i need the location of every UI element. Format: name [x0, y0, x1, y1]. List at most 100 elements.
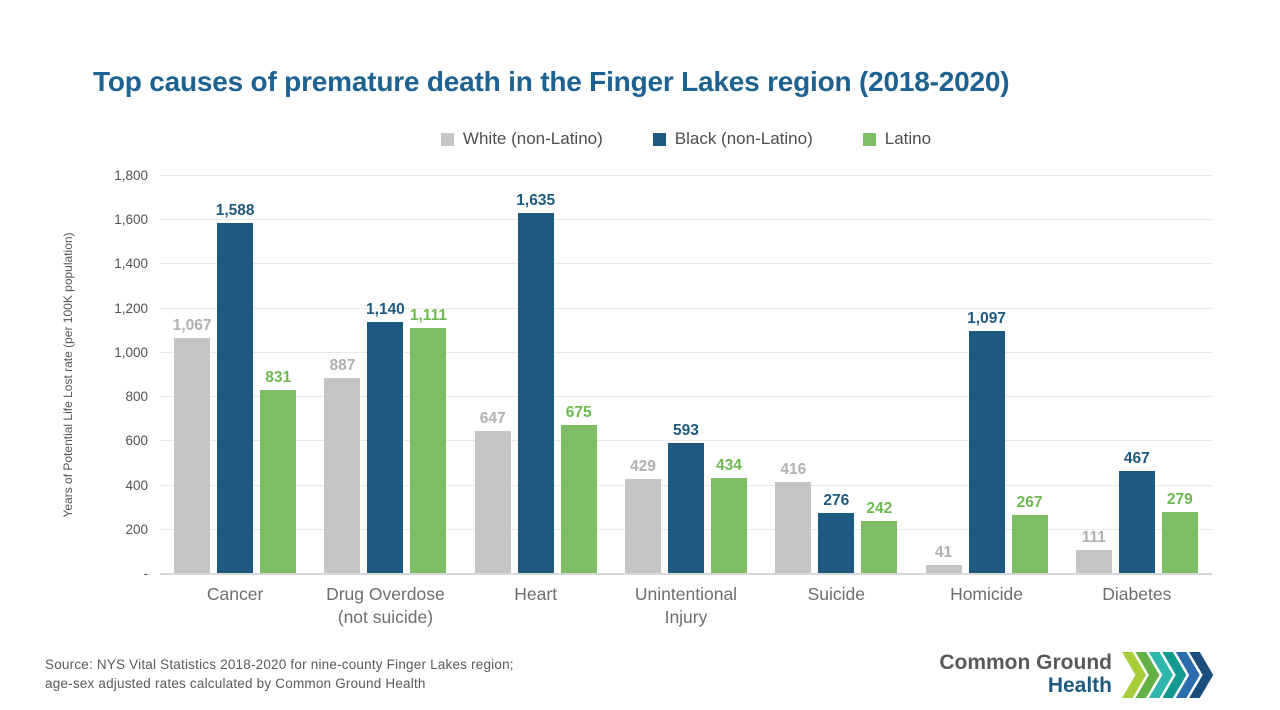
legend-item: Latino	[862, 129, 932, 149]
gridline	[160, 263, 1212, 265]
chart-title: Top causes of premature death in the Fin…	[93, 66, 1010, 97]
y-tick-label: 400	[125, 477, 148, 493]
bar: 1,588	[216, 202, 255, 574]
bar-value-label: 887	[329, 356, 356, 374]
bar-group: 647 1,635 675 Heart	[461, 176, 611, 604]
bar: 647	[474, 410, 511, 574]
chevron-shape	[1135, 651, 1160, 699]
gridline	[160, 175, 1212, 176]
y-tick-label: 200	[125, 521, 148, 537]
x-axis-line	[160, 573, 1212, 575]
y-tick-label: 600	[125, 433, 148, 449]
bar: 279	[1161, 491, 1198, 574]
gridline	[160, 396, 1212, 398]
bar: 1,067	[173, 317, 212, 574]
bar: 1,097	[967, 310, 1006, 574]
bar: 675	[560, 404, 597, 574]
bar-group: 416 276 242 Suicide	[761, 176, 911, 604]
logo-line-1: Common Ground	[939, 651, 1112, 675]
bar: 429	[624, 458, 661, 574]
legend-label: Latino	[884, 129, 932, 148]
bar-value-label: 1,588	[215, 201, 255, 219]
bar: 1,140	[366, 301, 405, 574]
gridline	[160, 219, 1212, 221]
bar-group: 41 1,097 267 Homicide	[911, 176, 1061, 604]
bar-value-label: 831	[265, 369, 292, 387]
y-tick-label: 800	[125, 389, 148, 405]
legend: White (non-Latino) Black (non-Latino) Lati…	[160, 129, 1212, 149]
bar-group: 1,067 1,588 831 Cancer	[160, 176, 310, 604]
category-label: Cancer	[206, 584, 264, 604]
y-tick-label: -	[143, 566, 149, 581]
bar: 593	[667, 422, 704, 574]
legend-label: White (non-Latino)	[462, 129, 603, 148]
bar-value-label: 279	[1166, 491, 1193, 509]
chevron-shape	[1189, 651, 1214, 699]
bar-value-label: 675	[565, 403, 592, 421]
legend-swatch	[440, 132, 454, 146]
legend-item: White (non-Latino)	[440, 129, 603, 149]
chevron-shape	[1148, 651, 1173, 699]
chevron-shape	[1175, 651, 1200, 699]
bar-groups: 1,067 1,588 831 Cancer 887 1,140 1,111 Drug Ove…	[160, 176, 1212, 627]
bar-value-label: 467	[1123, 449, 1150, 467]
bar-value-label: 593	[673, 421, 699, 439]
bar: 416	[775, 461, 812, 574]
bar: 434	[710, 457, 747, 574]
source-line-2: age-sex adjusted rates calculated by Com…	[45, 675, 426, 691]
logo-line-2: Health	[1047, 674, 1112, 697]
y-tick-label: 1,600	[114, 212, 148, 228]
legend-swatch	[652, 132, 666, 146]
category-label: Suicide	[807, 584, 865, 604]
bar-value-label: 1,067	[172, 317, 212, 335]
bar: 831	[260, 369, 297, 574]
logo-text: Common Ground Health	[939, 652, 1112, 697]
source-line-1: Source: NYS Vital Statistics 2018-2020 f…	[45, 657, 514, 672]
common-ground-health-logo: Common Ground Health	[939, 650, 1218, 700]
category-label: Heart	[514, 584, 558, 604]
bar-value-label: 429	[630, 458, 656, 476]
plot-area: - 200 400 600 800 1,000 1,200 1,400 1,600 1,800 1…	[114, 168, 1212, 627]
category-label: Diabetes	[1102, 584, 1172, 604]
bar-group: 429 593 434 Unintentional Injury	[611, 176, 761, 627]
bar-value-label: 1,635	[516, 191, 556, 209]
bar-value-label: 1,097	[967, 310, 1006, 328]
bar-value-label: 416	[780, 461, 807, 478]
bar-group: 111 467 279 Diabetes	[1062, 176, 1212, 604]
gridline	[160, 351, 1212, 353]
bar: 1,635	[516, 192, 555, 574]
chevron-shape	[1162, 651, 1187, 699]
category-label: Homicide	[950, 584, 1024, 604]
bar: 267	[1011, 494, 1048, 574]
bar: 467	[1118, 450, 1155, 574]
y-tick-label: 1,000	[114, 344, 148, 360]
legend-label: Black (non-Latino)	[674, 129, 813, 148]
source-note: Source: NYS Vital Statistics 2018-2020 f…	[45, 656, 514, 694]
bar-value-label: 41	[934, 543, 953, 561]
bar-group: 887 1,140 1,111 Drug Overdose (not suicide)	[310, 176, 460, 627]
bar-value-label: 267	[1016, 494, 1043, 511]
y-tick-label: 1,400	[114, 256, 148, 272]
bar-value-label: 1,140	[366, 300, 405, 318]
bar-value-label: 1,111	[409, 307, 447, 325]
bar: 111	[1075, 529, 1112, 574]
bar-value-label: 276	[823, 492, 850, 509]
legend-swatch	[862, 132, 876, 146]
gridline	[160, 307, 1212, 309]
chevron-shape	[1122, 651, 1146, 699]
category-label: Unintentional Injury	[634, 584, 738, 627]
bar-value-label: 242	[866, 499, 893, 517]
category-label: Drug Overdose (not suicide)	[326, 584, 445, 627]
bar: 887	[324, 357, 361, 574]
chevrons-icon	[1122, 651, 1214, 699]
y-tick-label: 1,800	[114, 168, 148, 183]
bar: 242	[861, 500, 898, 574]
gridline	[160, 440, 1212, 442]
y-tick-label: 1,200	[114, 300, 148, 316]
bar-value-label: 111	[1081, 528, 1106, 546]
bar-value-label: 434	[716, 457, 742, 474]
bar: 1,111	[410, 307, 447, 574]
bar-value-label: 647	[479, 409, 506, 427]
y-axis-title: Years of Potential Life Lost rate (per 1…	[61, 232, 75, 518]
